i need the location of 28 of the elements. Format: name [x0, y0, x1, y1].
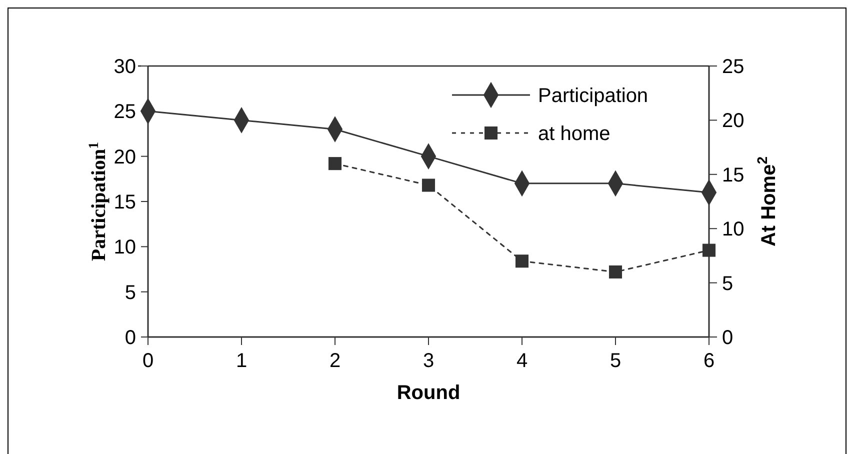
x-tick-label: 4	[516, 350, 528, 372]
y2-tick-label: 0	[722, 327, 734, 349]
x-tick-label: 3	[422, 350, 434, 372]
point	[608, 265, 622, 278]
x-tick-label: 2	[329, 350, 341, 372]
y2-tick-label: 5	[722, 272, 734, 295]
y-tick-label: 30	[114, 56, 136, 78]
legend-label: at home	[538, 123, 610, 145]
point	[422, 178, 436, 192]
point	[328, 157, 342, 170]
x-tick-label: 6	[703, 350, 715, 372]
y-tick-label: 15	[114, 192, 136, 214]
x-axis-title: Round	[396, 382, 460, 404]
y-tick-label: 0	[124, 327, 136, 349]
point	[702, 244, 716, 257]
y2-tick-label: 15	[722, 164, 744, 186]
point	[515, 254, 529, 268]
y-tick-label: 10	[114, 236, 136, 259]
y-tick-label: 25	[114, 101, 136, 124]
y2-tick-label: 20	[722, 110, 744, 132]
y-tick-label: 20	[114, 146, 136, 168]
y2-tick-label: 25	[722, 56, 744, 78]
x-tick-label: 1	[236, 350, 248, 372]
x-tick-label: 5	[610, 350, 622, 372]
y2-tick-label: 10	[722, 218, 744, 241]
legend-label: Participation	[538, 85, 648, 107]
x-tick-label: 0	[142, 350, 154, 372]
y-tick-label: 5	[124, 282, 136, 304]
